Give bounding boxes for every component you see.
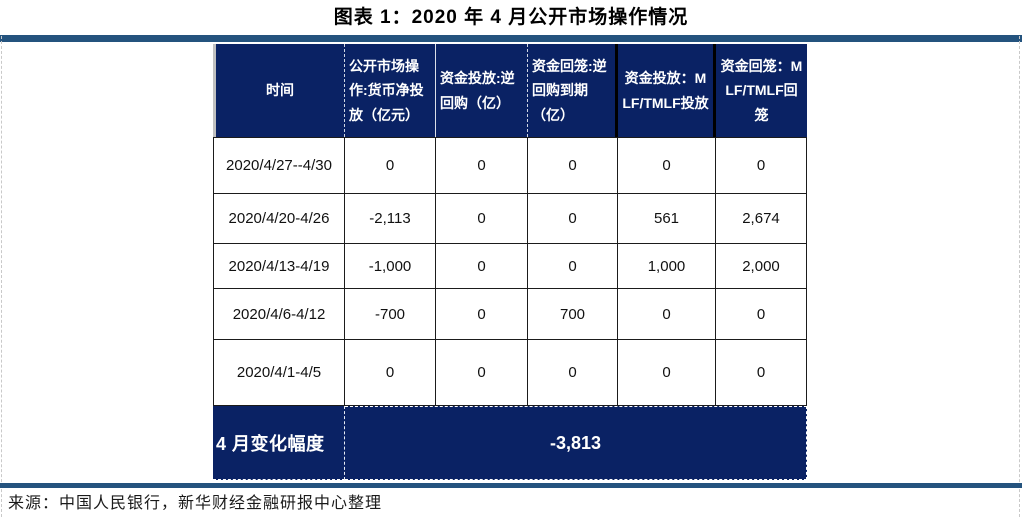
table-cell: 0 xyxy=(618,137,716,194)
table-cell: 1,000 xyxy=(618,244,716,289)
table-cell: 0 xyxy=(436,137,528,194)
table-cell-period: 2020/4/27--4/30 xyxy=(213,137,345,194)
column-header-time: 时间 xyxy=(213,44,345,137)
figure-title: 图表 1：2020 年 4 月公开市场操作情况 xyxy=(333,7,689,28)
table-cell: 0 xyxy=(618,289,716,340)
table-cell: 0 xyxy=(528,137,618,194)
right-dashed-gridline xyxy=(1019,36,1020,517)
table-cell: 0 xyxy=(618,340,716,406)
table-cell: 561 xyxy=(618,194,716,244)
column-header-mlf-withdrawal: 资金回笼：MLF/TMLF回笼 xyxy=(716,44,807,137)
summary-row-value: -3,813 xyxy=(345,406,807,480)
summary-row-label: 4 月变化幅度 xyxy=(213,406,345,480)
table-cell: 2,000 xyxy=(716,244,807,289)
bottom-rule-bar xyxy=(0,483,1022,488)
table-cell: 0 xyxy=(436,340,528,406)
table-cell: 0 xyxy=(528,194,618,244)
table-cell: -700 xyxy=(345,289,436,340)
table-cell-period: 2020/4/13-4/19 xyxy=(213,244,345,289)
table-cell: 0 xyxy=(716,289,807,340)
table-cell: 0 xyxy=(436,244,528,289)
table-cell: 0 xyxy=(716,340,807,406)
table-cell-period: 2020/4/6-4/12 xyxy=(213,289,345,340)
table-cell: 0 xyxy=(528,340,618,406)
table-cell: -2,113 xyxy=(345,194,436,244)
top-rule-bar xyxy=(0,35,1022,42)
table-cell: 700 xyxy=(528,289,618,340)
table-cell-period: 2020/4/1-4/5 xyxy=(213,340,345,406)
table-cell: -1,000 xyxy=(345,244,436,289)
column-header-reverse-repo-injection: 资金投放:逆回购（亿） xyxy=(436,44,528,137)
left-dashed-gridline xyxy=(1,36,2,517)
open-market-operations-table: 时间 公开市场操作:货币净投放（亿元） 资金投放:逆回购（亿） 资金回笼:逆回购… xyxy=(213,44,807,480)
table-cell: 2,674 xyxy=(716,194,807,244)
table-cell: 0 xyxy=(345,137,436,194)
table-cell-period: 2020/4/20-4/26 xyxy=(213,194,345,244)
column-header-net-injection: 公开市场操作:货币净投放（亿元） xyxy=(345,44,436,137)
column-header-reverse-repo-maturity: 资金回笼:逆回购到期（亿） xyxy=(528,44,618,137)
table-cell: 0 xyxy=(528,244,618,289)
column-header-mlf-injection: 资金投放：MLF/TMLF投放 xyxy=(618,44,716,137)
table-cell: 0 xyxy=(345,340,436,406)
table-cell: 0 xyxy=(436,289,528,340)
source-note: 来源：中国人民银行，新华财经金融研报中心整理 xyxy=(8,495,383,512)
table-cell: 0 xyxy=(436,194,528,244)
table-cell: 0 xyxy=(716,137,807,194)
